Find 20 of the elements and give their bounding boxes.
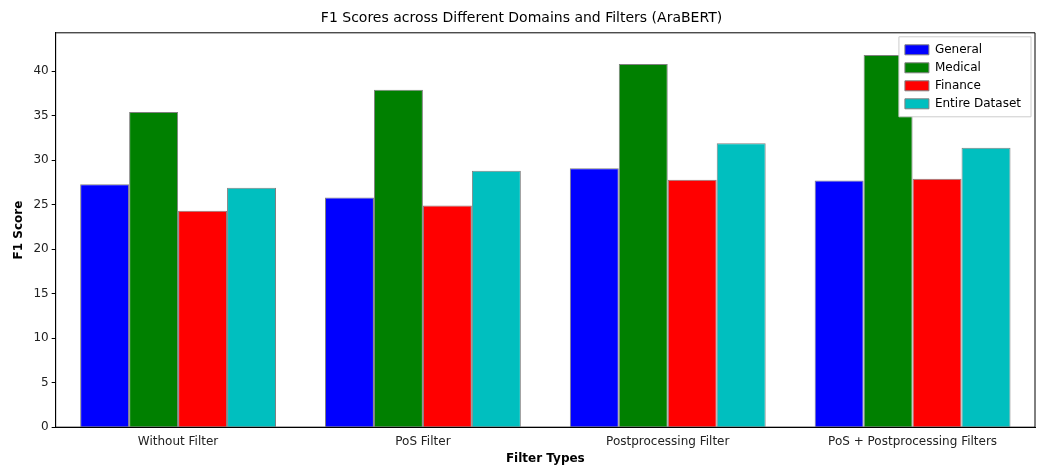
x-tick-label: PoS Filter (395, 433, 451, 448)
y-tick-label: 5 (41, 374, 49, 389)
y-tick-label: 10 (33, 330, 49, 345)
legend-label: Entire Dataset (934, 95, 1022, 110)
y-tick-label: 35 (33, 107, 49, 122)
legend-label: Finance (934, 77, 981, 92)
chart-title: F1 Scores across Different Domains and Filters (AraBERT) (320, 9, 723, 26)
x-axis-title: Filter Types (505, 450, 585, 465)
y-axis-title: F1 Score (11, 200, 26, 260)
y-tick-label: 30 (33, 152, 49, 167)
y-tick-label: 20 (33, 241, 49, 256)
y-tick-label: 15 (33, 285, 49, 300)
y-tick-label: 40 (33, 63, 49, 78)
y-tick-label: 0 (41, 419, 49, 434)
legend-label: Medical (934, 59, 981, 74)
y-tick-label: 25 (33, 196, 49, 211)
x-tick-label: Without Filter (137, 433, 219, 448)
x-tick-label: PoS + Postprocessing Filters (828, 433, 998, 448)
x-tick-label: Postprocessing Filter (606, 433, 730, 448)
legend-label: General (934, 41, 983, 56)
